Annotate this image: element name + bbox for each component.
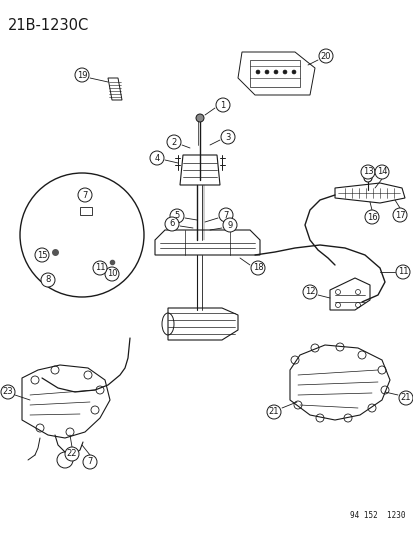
Text: 14: 14 bbox=[376, 167, 386, 176]
Circle shape bbox=[216, 98, 230, 112]
Circle shape bbox=[273, 70, 277, 74]
Circle shape bbox=[364, 210, 378, 224]
Text: 12: 12 bbox=[304, 287, 314, 296]
Circle shape bbox=[302, 285, 316, 299]
Text: 21: 21 bbox=[400, 393, 410, 402]
Circle shape bbox=[75, 68, 89, 82]
Text: 13: 13 bbox=[362, 167, 373, 176]
Circle shape bbox=[398, 391, 412, 405]
Text: 7: 7 bbox=[82, 190, 88, 199]
Text: 6: 6 bbox=[169, 220, 174, 229]
Circle shape bbox=[318, 49, 332, 63]
Circle shape bbox=[374, 165, 388, 179]
Text: 3: 3 bbox=[225, 133, 230, 141]
Circle shape bbox=[250, 261, 264, 275]
Text: 16: 16 bbox=[366, 213, 376, 222]
Text: 11: 11 bbox=[397, 268, 407, 277]
Text: 2: 2 bbox=[171, 138, 176, 147]
Text: 19: 19 bbox=[76, 70, 87, 79]
Circle shape bbox=[282, 70, 286, 74]
Circle shape bbox=[41, 273, 55, 287]
Circle shape bbox=[35, 248, 49, 262]
Text: 11: 11 bbox=[95, 263, 105, 272]
Circle shape bbox=[195, 114, 204, 122]
Circle shape bbox=[266, 405, 280, 419]
Circle shape bbox=[264, 70, 268, 74]
Text: 7: 7 bbox=[223, 211, 228, 220]
Text: 21B-1230C: 21B-1230C bbox=[8, 18, 89, 33]
Text: 22: 22 bbox=[66, 449, 77, 458]
Text: 15: 15 bbox=[37, 251, 47, 260]
Text: 5: 5 bbox=[174, 212, 179, 221]
Circle shape bbox=[221, 130, 235, 144]
Text: 1: 1 bbox=[220, 101, 225, 109]
Circle shape bbox=[392, 208, 406, 222]
Text: 18: 18 bbox=[252, 263, 263, 272]
Circle shape bbox=[223, 218, 236, 232]
Circle shape bbox=[78, 188, 92, 202]
Circle shape bbox=[218, 208, 233, 222]
Circle shape bbox=[166, 135, 180, 149]
Text: 9: 9 bbox=[227, 221, 232, 230]
Text: 17: 17 bbox=[394, 211, 404, 220]
Text: 8: 8 bbox=[45, 276, 50, 285]
Circle shape bbox=[20, 173, 144, 297]
Text: 4: 4 bbox=[154, 154, 159, 163]
Text: 23: 23 bbox=[2, 387, 13, 397]
Circle shape bbox=[291, 70, 295, 74]
Text: 7: 7 bbox=[87, 457, 93, 466]
Circle shape bbox=[105, 267, 119, 281]
Circle shape bbox=[395, 265, 409, 279]
Circle shape bbox=[150, 151, 164, 165]
Circle shape bbox=[360, 165, 374, 179]
Text: 10: 10 bbox=[107, 270, 117, 279]
Circle shape bbox=[93, 261, 107, 275]
Text: 21: 21 bbox=[268, 408, 279, 416]
Text: 94 152  1230: 94 152 1230 bbox=[350, 511, 405, 520]
Circle shape bbox=[255, 70, 259, 74]
Circle shape bbox=[165, 217, 178, 231]
Circle shape bbox=[1, 385, 15, 399]
Circle shape bbox=[65, 447, 79, 461]
Circle shape bbox=[170, 209, 183, 223]
Text: 20: 20 bbox=[320, 52, 330, 61]
Circle shape bbox=[83, 455, 97, 469]
